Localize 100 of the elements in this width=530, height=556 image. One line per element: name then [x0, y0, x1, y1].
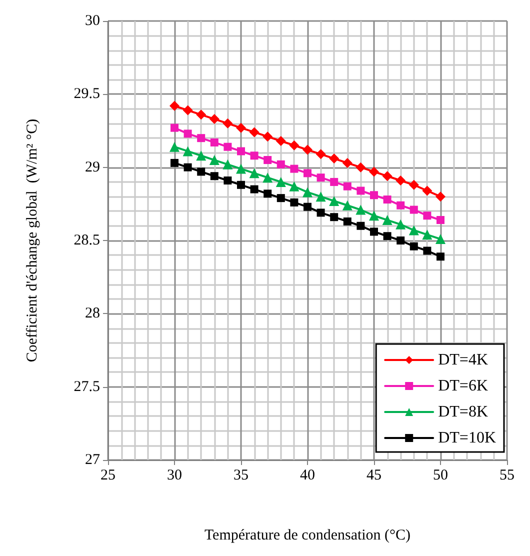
point [170, 100, 180, 111]
point [182, 105, 193, 116]
point [249, 168, 260, 178]
point [436, 234, 446, 244]
point [436, 216, 444, 224]
point [343, 217, 352, 226]
x-tick-label: 45 [366, 468, 382, 484]
legend-label: DT=6K [438, 378, 488, 394]
point [329, 196, 340, 206]
point [224, 176, 232, 185]
point [329, 154, 340, 164]
point [316, 208, 325, 217]
point [422, 186, 432, 196]
point [396, 236, 405, 244]
point [184, 163, 192, 172]
point [383, 196, 392, 204]
point [304, 202, 312, 211]
point [197, 168, 206, 176]
point [276, 176, 286, 187]
legend-label: DT=10K [438, 430, 496, 446]
point [184, 130, 192, 138]
point [290, 164, 298, 173]
point [196, 110, 206, 120]
point [290, 198, 298, 206]
y-tick-label: 29.5 [74, 86, 100, 102]
point [330, 213, 338, 222]
point [423, 212, 432, 220]
point [330, 178, 338, 186]
point [423, 246, 432, 255]
point [249, 127, 260, 138]
point [264, 190, 272, 198]
x-axis-title: Température de condensation (°C) [204, 528, 411, 544]
y-axis-title: Coefficient d'échange global (W/m² °C) [24, 118, 40, 362]
point [276, 194, 285, 202]
point [369, 166, 379, 177]
point [410, 242, 418, 250]
point [210, 138, 218, 146]
point [396, 201, 405, 210]
point [236, 122, 246, 133]
y-tick-label: 27 [85, 452, 100, 468]
point [182, 146, 193, 156]
x-tick-label: 50 [433, 468, 448, 484]
point [236, 164, 246, 174]
point [224, 142, 232, 151]
point [304, 169, 312, 178]
point [383, 232, 392, 240]
point [237, 180, 245, 189]
point [356, 162, 366, 172]
point [250, 152, 258, 160]
point [369, 210, 379, 221]
point [262, 172, 273, 183]
point [408, 180, 419, 190]
point [356, 186, 365, 195]
x-tick-label: 40 [300, 468, 315, 484]
point [396, 176, 406, 186]
point [302, 144, 312, 155]
point [422, 230, 432, 240]
point [210, 172, 218, 180]
point [356, 222, 365, 230]
point [209, 114, 220, 124]
point [222, 159, 233, 170]
point [289, 181, 300, 192]
point [209, 155, 220, 166]
point [408, 225, 419, 236]
x-tick-label: 55 [500, 468, 514, 484]
y-tick-label: 30 [85, 13, 100, 29]
legend-label: DT=8K [438, 404, 488, 420]
point [342, 200, 352, 210]
point [289, 140, 300, 150]
point [276, 160, 285, 168]
point [370, 191, 378, 200]
x-tick-label: 30 [167, 468, 182, 484]
point [396, 219, 406, 230]
point [197, 134, 206, 142]
point [276, 136, 286, 146]
y-tick-label: 27.5 [74, 378, 100, 395]
point [370, 228, 378, 236]
y-tick-label: 28 [85, 306, 100, 322]
point [222, 118, 233, 128]
point [316, 149, 326, 160]
x-tick-label: 35 [234, 468, 248, 484]
point [196, 150, 206, 161]
point [436, 252, 444, 261]
point [410, 206, 418, 214]
point [343, 182, 352, 190]
point [170, 142, 180, 152]
x-tick-label: 25 [100, 468, 116, 484]
point [342, 158, 352, 168]
point [262, 132, 273, 142]
point [316, 174, 325, 182]
point [382, 171, 392, 182]
point [237, 147, 245, 156]
point [382, 215, 392, 226]
point [436, 192, 446, 202]
point [170, 124, 178, 132]
legend-label: DT=4K [438, 352, 488, 368]
y-tick-label: 29 [85, 159, 100, 176]
point [250, 185, 258, 194]
point [302, 187, 312, 198]
point [170, 158, 178, 167]
